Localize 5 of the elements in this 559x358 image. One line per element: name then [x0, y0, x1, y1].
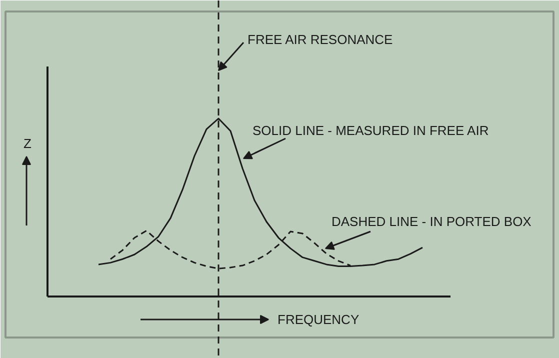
y-axis-title: Z [24, 136, 32, 151]
series-label: SOLID LINE - MEASURED IN FREE AIR [252, 123, 489, 138]
x-axis-title: FREQUENCY [278, 312, 360, 327]
text: FREE AIR RESONANCE [248, 32, 394, 47]
series-label: DASHED LINE - IN PORTED BOX [332, 214, 532, 229]
